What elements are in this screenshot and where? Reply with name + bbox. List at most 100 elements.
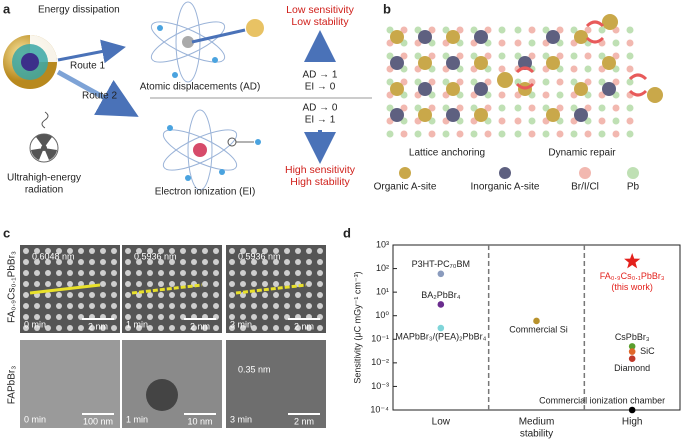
scale-label: 2 nm — [88, 321, 108, 331]
atom-column — [158, 325, 164, 331]
annotation: (this work) — [611, 282, 653, 292]
time-label: 0 min — [24, 319, 46, 329]
lattice-dot — [626, 65, 634, 73]
atom-column — [78, 303, 84, 309]
panel-label: d — [343, 225, 351, 240]
atom-column — [147, 314, 153, 320]
x-tick-label: Medium — [519, 417, 555, 428]
atom-column — [213, 303, 219, 309]
atom-column — [284, 248, 290, 254]
atom-column — [317, 281, 323, 287]
atom-column — [273, 325, 279, 331]
atom-column — [147, 259, 153, 265]
lattice-dot — [428, 26, 436, 34]
atom-column — [169, 248, 175, 254]
atom-column — [100, 325, 106, 331]
atom-column — [158, 270, 164, 276]
legend: Organic A-site Inorganic A-site Br/I/Cl Pb — [374, 167, 640, 193]
atom-column — [158, 281, 164, 287]
lattice-dot — [414, 104, 422, 112]
panel-label: c — [3, 225, 10, 240]
atom-column — [147, 281, 153, 287]
atom-column — [111, 303, 117, 309]
atom-column — [169, 314, 175, 320]
atom-column — [273, 259, 279, 265]
lattice-dot — [528, 104, 536, 112]
atom-column — [34, 314, 40, 320]
atom-column — [295, 325, 301, 331]
micrographs: 0 min 2 nm 0.6048 nm 1 min 2 nm 0.5936 nm 3 mi… — [20, 245, 326, 428]
legend-label: Inorganic A-site — [471, 182, 540, 193]
lattice-dot — [626, 130, 634, 138]
lattice-dot — [612, 117, 620, 125]
lattice-dot — [584, 52, 592, 60]
lattice-line — [131, 283, 203, 295]
atom-column — [56, 325, 62, 331]
atom-column — [240, 325, 246, 331]
lattice-dot — [414, 26, 422, 34]
atom-column — [262, 270, 268, 276]
atom-column — [306, 270, 312, 276]
plot-frame — [392, 244, 681, 411]
scale-label: 100 nm — [83, 416, 113, 426]
atom-column — [158, 248, 164, 254]
atom-column — [45, 248, 51, 254]
atom-column — [213, 259, 219, 265]
route-label: Route 1 — [70, 61, 105, 72]
atom-column — [67, 248, 73, 254]
lattice-site — [390, 56, 404, 70]
atom-column — [284, 292, 290, 298]
atom-column — [67, 292, 73, 298]
atom-column — [213, 248, 219, 254]
x-tick-label: Low — [432, 417, 451, 428]
ratio: AD → 0 — [302, 103, 337, 114]
lattice-site — [446, 82, 460, 96]
point — [628, 343, 636, 350]
atom-column — [125, 314, 131, 320]
lattice-dot — [498, 65, 506, 73]
atom-column — [125, 248, 131, 254]
atom-column — [23, 314, 29, 320]
lattice-dot — [584, 130, 592, 138]
atom-column — [45, 292, 51, 298]
outcome: High stability — [290, 176, 350, 188]
atom-column — [169, 303, 175, 309]
lattice-site — [546, 30, 560, 44]
legend-swatch — [499, 167, 511, 179]
atom-column — [136, 325, 142, 331]
lattice-dot — [528, 78, 536, 86]
lattice-dot — [514, 130, 522, 138]
text: Energy dissipation — [38, 5, 120, 16]
lattice-dot — [386, 78, 394, 86]
atom-column — [78, 248, 84, 254]
atom-column — [191, 325, 197, 331]
atom-column — [34, 259, 40, 265]
lattice-site — [602, 14, 618, 30]
atom-column — [240, 259, 246, 265]
atom-column — [306, 281, 312, 287]
atom-column — [23, 281, 29, 287]
atom-column — [213, 270, 219, 276]
lattice-dot — [528, 52, 536, 60]
point-label: P3HT-PC₇₀BM — [412, 259, 470, 269]
legend-swatch — [627, 167, 639, 179]
lattice-dot — [498, 130, 506, 138]
text: Electron ionization (EI) — [155, 187, 256, 198]
atom-column — [251, 270, 257, 276]
lattice-dot — [400, 52, 408, 60]
point-label: BA₂PbBr₄ — [421, 290, 461, 300]
chart: 10⁻⁴ 10⁻³ 10⁻² 10⁻¹ 10⁰ 10¹ 10² 10³ Sensitivity … — [352, 239, 681, 439]
lattice-dot — [428, 104, 436, 112]
lattice-site — [418, 30, 432, 44]
atom-column — [317, 248, 323, 254]
time-label: 1 min — [126, 319, 148, 329]
atom-column — [100, 248, 106, 254]
lattice-site — [474, 108, 488, 122]
atom-column — [45, 325, 51, 331]
atom-column — [295, 303, 301, 309]
atom-column — [251, 303, 257, 309]
lattice-site — [602, 82, 616, 96]
atom-column — [78, 270, 84, 276]
atom-column — [23, 292, 29, 298]
lattice-line — [29, 283, 101, 295]
